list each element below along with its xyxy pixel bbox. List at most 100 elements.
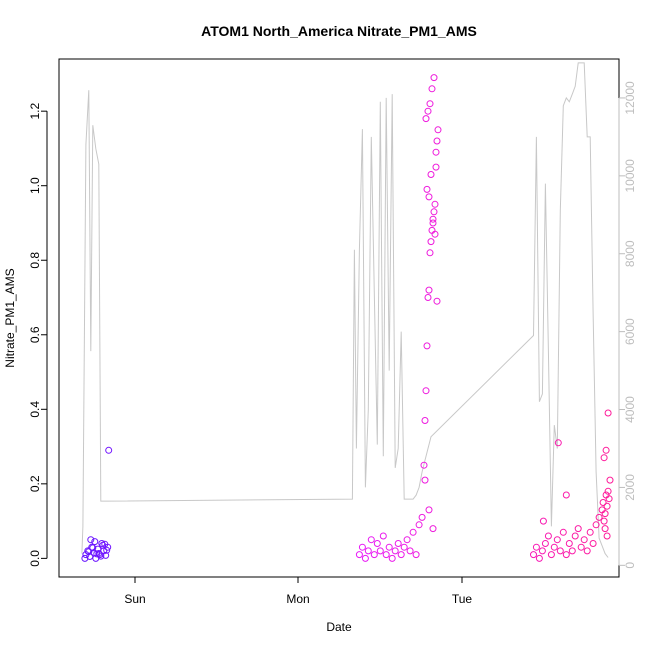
data-point: [580, 536, 588, 544]
data-point: [424, 294, 432, 301]
data-point: [429, 525, 437, 533]
data-point: [421, 476, 429, 484]
altitude-line-layer: [81, 62, 609, 558]
data-point: [433, 297, 441, 305]
data-point: [420, 461, 428, 469]
data-point: [599, 499, 607, 506]
data-point: [91, 538, 99, 546]
data-point: [95, 550, 103, 557]
data-point: [403, 536, 411, 544]
data-point: [530, 551, 537, 559]
data-point: [571, 532, 579, 540]
data-point: [600, 454, 608, 462]
y2-axis: 0 2000 4000 6000 8000 10000 12000: [618, 81, 637, 569]
data-point: [544, 532, 552, 540]
data-point: [385, 543, 393, 551]
data-point: [430, 208, 438, 216]
chart-title: ATOM1 North_America Nitrate_PM1_AMS: [201, 23, 477, 39]
data-point: [425, 286, 433, 294]
y-tick-label: 0.6: [28, 326, 42, 343]
data-point: [432, 163, 440, 171]
data-point: [601, 510, 609, 518]
data-point: [434, 126, 442, 134]
data-point: [379, 532, 387, 540]
data-point: [422, 387, 430, 395]
data-point: [400, 543, 408, 551]
y-tick-label: 1.0: [28, 177, 42, 194]
data-point: [562, 551, 570, 559]
y2-tick-label: 12000: [623, 81, 637, 115]
data-point: [432, 148, 440, 156]
data-point: [428, 85, 436, 93]
data-point: [568, 547, 576, 555]
data-point: [532, 543, 540, 551]
y-axis: 0.0 0.2 0.4 0.6 0.8 1.0 1.2: [28, 103, 48, 567]
data-point: [373, 540, 381, 547]
data-point: [394, 540, 402, 547]
data-point: [535, 554, 543, 562]
y-tick-label: 0.2: [28, 475, 42, 492]
data-point: [103, 546, 111, 554]
x-axis: Sun Mon Tue: [124, 576, 473, 606]
data-point: [550, 543, 558, 551]
data-point: [409, 528, 417, 536]
data-point: [415, 521, 423, 529]
data-point: [85, 548, 93, 556]
x-tick-label: Tue: [452, 592, 473, 606]
data-point: [604, 487, 612, 495]
data-point: [102, 551, 110, 559]
data-point: [431, 230, 439, 238]
data-point: [426, 249, 434, 257]
data-point: [586, 528, 594, 536]
y-tick-label: 1.2: [28, 103, 42, 120]
data-point: [556, 547, 564, 555]
data-point: [105, 446, 113, 454]
data-point: [600, 517, 608, 525]
data-point: [595, 513, 603, 521]
data-point: [361, 554, 369, 562]
data-point: [87, 536, 95, 544]
data-point: [583, 547, 591, 555]
data-point: [605, 495, 613, 503]
data-point: [425, 193, 433, 201]
data-point: [426, 100, 434, 108]
x-tick-label: Sun: [124, 592, 145, 606]
data-point: [433, 137, 441, 145]
y-tick-label: 0.0: [28, 550, 42, 567]
data-point: [358, 543, 366, 551]
data-point: [423, 185, 431, 193]
points-layer: [81, 74, 614, 562]
y-tick-label: 0.8: [28, 252, 42, 269]
data-point: [370, 551, 378, 559]
data-point: [604, 409, 612, 417]
data-point: [606, 476, 614, 484]
data-point: [547, 551, 555, 559]
data-point: [602, 446, 610, 454]
data-point: [574, 525, 582, 533]
data-point: [376, 547, 384, 555]
data-point: [603, 502, 611, 510]
data-point: [427, 238, 435, 246]
data-point: [406, 547, 414, 555]
data-point: [431, 200, 439, 208]
data-point: [397, 551, 405, 559]
data-point: [412, 551, 420, 559]
data-point: [562, 491, 570, 499]
data-point: [391, 547, 399, 555]
x-axis-label: Date: [326, 620, 352, 634]
data-point: [423, 342, 431, 350]
y2-tick-label: 8000: [623, 240, 637, 267]
altitude-line: [81, 62, 609, 558]
data-point: [589, 540, 597, 547]
y2-tick-label: 0: [623, 562, 637, 569]
data-point: [577, 543, 585, 551]
data-point: [430, 74, 438, 82]
data-point: [429, 219, 437, 227]
data-point: [418, 513, 426, 521]
data-point: [553, 536, 561, 544]
data-point: [355, 551, 363, 559]
data-point: [382, 551, 390, 559]
data-point: [364, 547, 372, 555]
y2-tick-label: 10000: [623, 159, 637, 193]
y2-tick-label: 4000: [623, 396, 637, 423]
